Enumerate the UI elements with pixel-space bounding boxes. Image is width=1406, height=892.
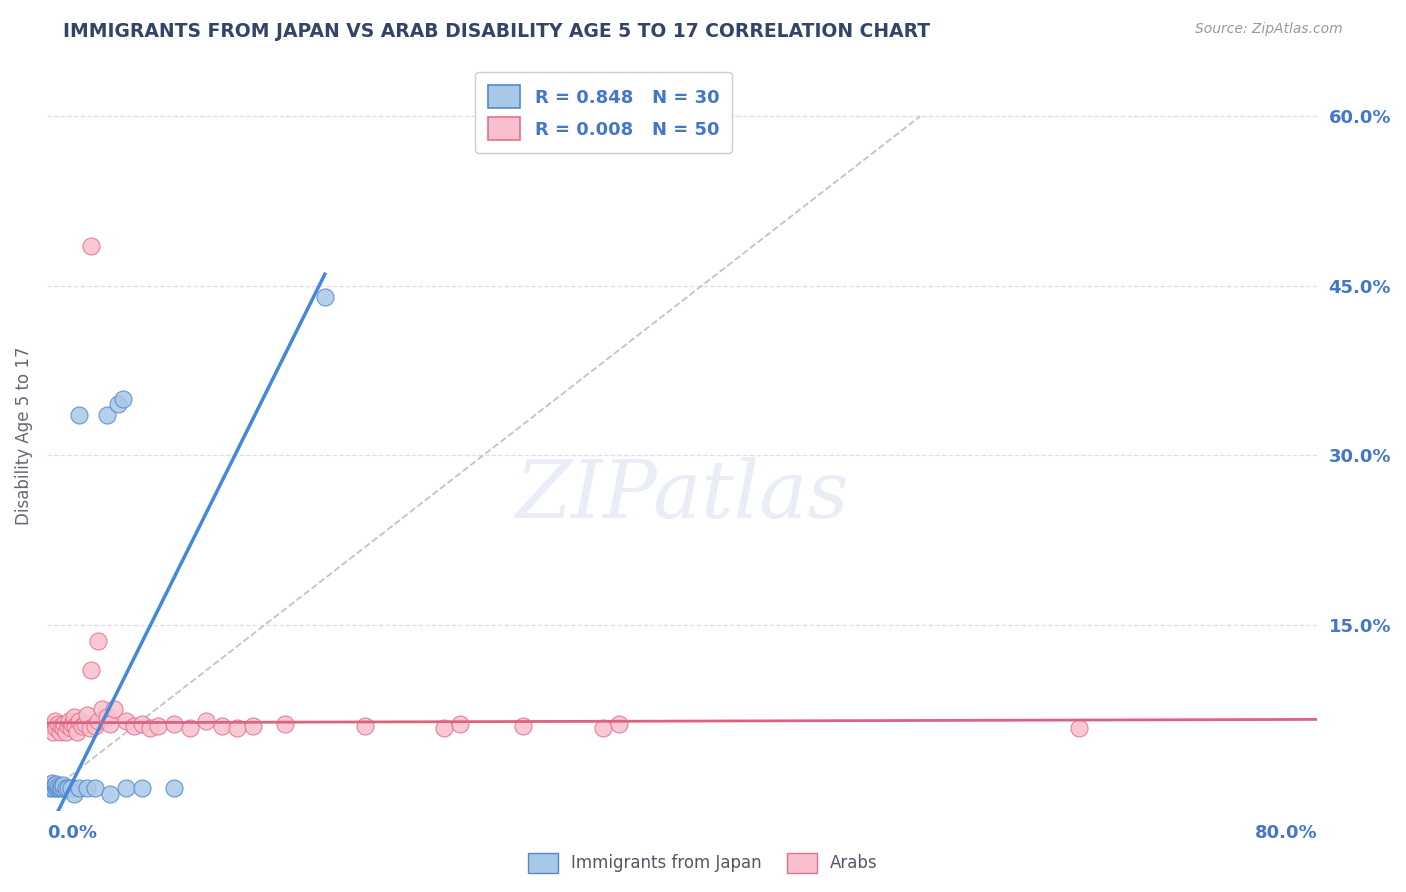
Point xyxy=(67,409,90,423)
Point xyxy=(115,781,138,796)
Point xyxy=(512,719,534,733)
Text: IMMIGRANTS FROM JAPAN VS ARAB DISABILITY AGE 5 TO 17 CORRELATION CHART: IMMIGRANTS FROM JAPAN VS ARAB DISABILITY… xyxy=(63,22,931,41)
Point xyxy=(163,717,186,731)
Point xyxy=(46,779,69,793)
Point xyxy=(48,780,70,795)
Point xyxy=(86,634,108,648)
Point xyxy=(45,722,67,736)
Point xyxy=(115,714,138,728)
Point xyxy=(83,719,105,733)
Point xyxy=(41,719,63,733)
Point xyxy=(45,777,67,791)
Point xyxy=(91,702,114,716)
Point xyxy=(63,787,86,801)
Point xyxy=(52,722,75,736)
Point xyxy=(353,719,375,733)
Point xyxy=(79,722,101,736)
Point xyxy=(131,781,153,796)
Point xyxy=(53,717,76,731)
Point xyxy=(44,714,66,728)
Point xyxy=(86,714,108,728)
Point xyxy=(80,663,103,677)
Legend: R = 0.848   N = 30, R = 0.008   N = 50: R = 0.848 N = 30, R = 0.008 N = 50 xyxy=(475,72,733,153)
Point xyxy=(76,707,98,722)
Point xyxy=(226,722,249,736)
Point xyxy=(1069,722,1091,736)
Point xyxy=(51,781,73,796)
Point xyxy=(607,717,630,731)
Point xyxy=(163,781,186,796)
Point xyxy=(242,719,264,733)
Point xyxy=(73,717,96,731)
Point xyxy=(80,239,103,253)
Point xyxy=(45,781,67,796)
Point xyxy=(139,722,162,736)
Point xyxy=(449,717,471,731)
Point xyxy=(39,781,62,796)
Point xyxy=(58,714,80,728)
Point xyxy=(76,781,98,796)
Point xyxy=(56,719,79,733)
Point xyxy=(122,719,145,733)
Point xyxy=(131,717,153,731)
Point xyxy=(56,781,79,796)
Point xyxy=(103,702,125,716)
Point xyxy=(314,290,336,304)
Point xyxy=(51,719,73,733)
Point xyxy=(66,724,89,739)
Point xyxy=(100,717,122,731)
Point xyxy=(42,781,65,796)
Point xyxy=(67,781,90,796)
Point xyxy=(41,778,63,792)
Point xyxy=(55,781,77,796)
Point xyxy=(41,775,63,789)
Point xyxy=(59,722,82,736)
Point xyxy=(274,717,297,731)
Text: 0.0%: 0.0% xyxy=(46,824,97,842)
Point xyxy=(112,392,135,406)
Point xyxy=(46,717,69,731)
Text: 80.0%: 80.0% xyxy=(1254,824,1317,842)
Point xyxy=(44,778,66,792)
Point xyxy=(63,710,86,724)
Point xyxy=(107,397,129,411)
Point xyxy=(46,781,69,796)
Point xyxy=(146,719,169,733)
Point xyxy=(100,787,122,801)
Point xyxy=(67,714,90,728)
Point xyxy=(59,781,82,796)
Point xyxy=(592,722,614,736)
Point xyxy=(179,722,201,736)
Point xyxy=(70,719,93,733)
Point xyxy=(60,717,83,731)
Point xyxy=(42,724,65,739)
Point xyxy=(55,724,77,739)
Point xyxy=(83,781,105,796)
Point xyxy=(65,719,87,733)
Legend: Immigrants from Japan, Arabs: Immigrants from Japan, Arabs xyxy=(522,847,884,880)
Point xyxy=(52,778,75,792)
Point xyxy=(433,722,456,736)
Point xyxy=(44,779,66,793)
Point xyxy=(52,781,75,796)
Point xyxy=(48,724,70,739)
Y-axis label: Disability Age 5 to 17: Disability Age 5 to 17 xyxy=(15,346,32,524)
Point xyxy=(96,409,118,423)
Point xyxy=(194,714,217,728)
Text: Source: ZipAtlas.com: Source: ZipAtlas.com xyxy=(1195,22,1343,37)
Text: ZIPatlas: ZIPatlas xyxy=(516,457,849,534)
Point xyxy=(211,719,233,733)
Point xyxy=(96,710,118,724)
